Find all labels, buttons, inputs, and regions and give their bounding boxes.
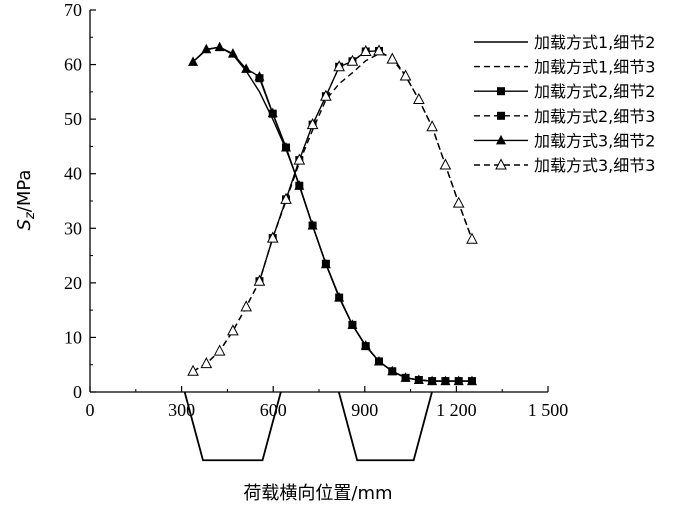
data-point (227, 48, 238, 58)
legend-marker (495, 158, 507, 170)
trapezoid-outline (183, 391, 282, 462)
data-point (373, 355, 384, 366)
data-point (427, 375, 438, 386)
data-point (213, 344, 226, 356)
legend-label: 加载方式3,细节3 (534, 156, 655, 175)
x-tick-label: 0 (86, 400, 95, 420)
y-tick-label: 0 (73, 382, 82, 402)
legend-marker (496, 134, 506, 145)
data-point (306, 118, 319, 130)
legend-marker (497, 111, 505, 120)
y-axis-title-text: Sz/MPa (14, 170, 38, 231)
data-point (214, 41, 225, 52)
y-axis-title: Sz/MPa (14, 170, 38, 231)
data-point (399, 69, 412, 81)
legend-marker (497, 87, 505, 96)
data-point (334, 292, 345, 302)
data-point (346, 54, 359, 66)
data-point (386, 52, 399, 64)
trapezoid-supports (183, 391, 433, 462)
data-point (200, 357, 213, 369)
data-point (439, 158, 452, 170)
data-point (359, 44, 372, 56)
data-point (373, 44, 385, 56)
y-tick-label: 40 (64, 164, 82, 184)
legend-label: 加载方式3,细节2 (534, 131, 655, 150)
series-group (187, 41, 478, 386)
data-point (453, 375, 464, 386)
x-tick-label: 1 500 (528, 400, 569, 420)
data-point (360, 340, 371, 350)
y-tick-label: 60 (64, 55, 82, 75)
legend-label: 加载方式1,细节3 (534, 58, 655, 77)
x-tick-label: 600 (260, 400, 287, 420)
legend-label: 加载方式2,细节2 (534, 82, 655, 101)
data-point (201, 43, 212, 54)
data-point (281, 142, 292, 152)
series-line (192, 52, 473, 372)
data-point (466, 375, 477, 386)
y-tick-label: 30 (64, 218, 82, 238)
data-point (240, 300, 253, 312)
y-tick-label: 20 (64, 273, 82, 293)
data-point (320, 258, 331, 269)
series-line (258, 77, 472, 382)
y-tick-label: 10 (64, 327, 82, 347)
data-point (267, 107, 278, 118)
data-point (387, 365, 398, 376)
series-line (192, 50, 473, 372)
x-tick-label: 1 200 (436, 400, 477, 420)
legend: 加载方式1,细节2 加载方式1,细节3 加载方式2,细节2 加载方式2,细节3 加载方式… (474, 33, 655, 175)
data-point (241, 63, 252, 73)
y-tick-label: 70 (64, 0, 82, 20)
data-point (280, 192, 292, 204)
data-point (426, 120, 438, 132)
data-point (307, 220, 318, 230)
data-point (333, 60, 345, 72)
data-point (227, 324, 239, 336)
series-line (192, 46, 472, 382)
legend-label: 加载方式2,细节3 (534, 107, 655, 126)
data-point (294, 180, 305, 190)
data-point (254, 71, 265, 81)
data-point (293, 153, 306, 165)
data-point (466, 232, 478, 244)
data-point (320, 89, 332, 101)
data-point (440, 375, 451, 386)
x-tick-label: 900 (351, 400, 378, 420)
data-point (413, 92, 425, 104)
data-point (400, 372, 411, 382)
legend-label: 加载方式1,细节2 (534, 33, 655, 52)
x-axis-title: 荷载横向位置/mm (243, 483, 392, 504)
trapezoid-outline (337, 391, 433, 462)
y-tick-label: 50 (64, 109, 82, 129)
data-point (452, 196, 465, 208)
data-point (266, 231, 279, 243)
data-point (347, 319, 358, 329)
data-point (188, 56, 199, 66)
data-point (253, 274, 266, 286)
data-point (413, 374, 424, 384)
data-point (187, 364, 199, 376)
